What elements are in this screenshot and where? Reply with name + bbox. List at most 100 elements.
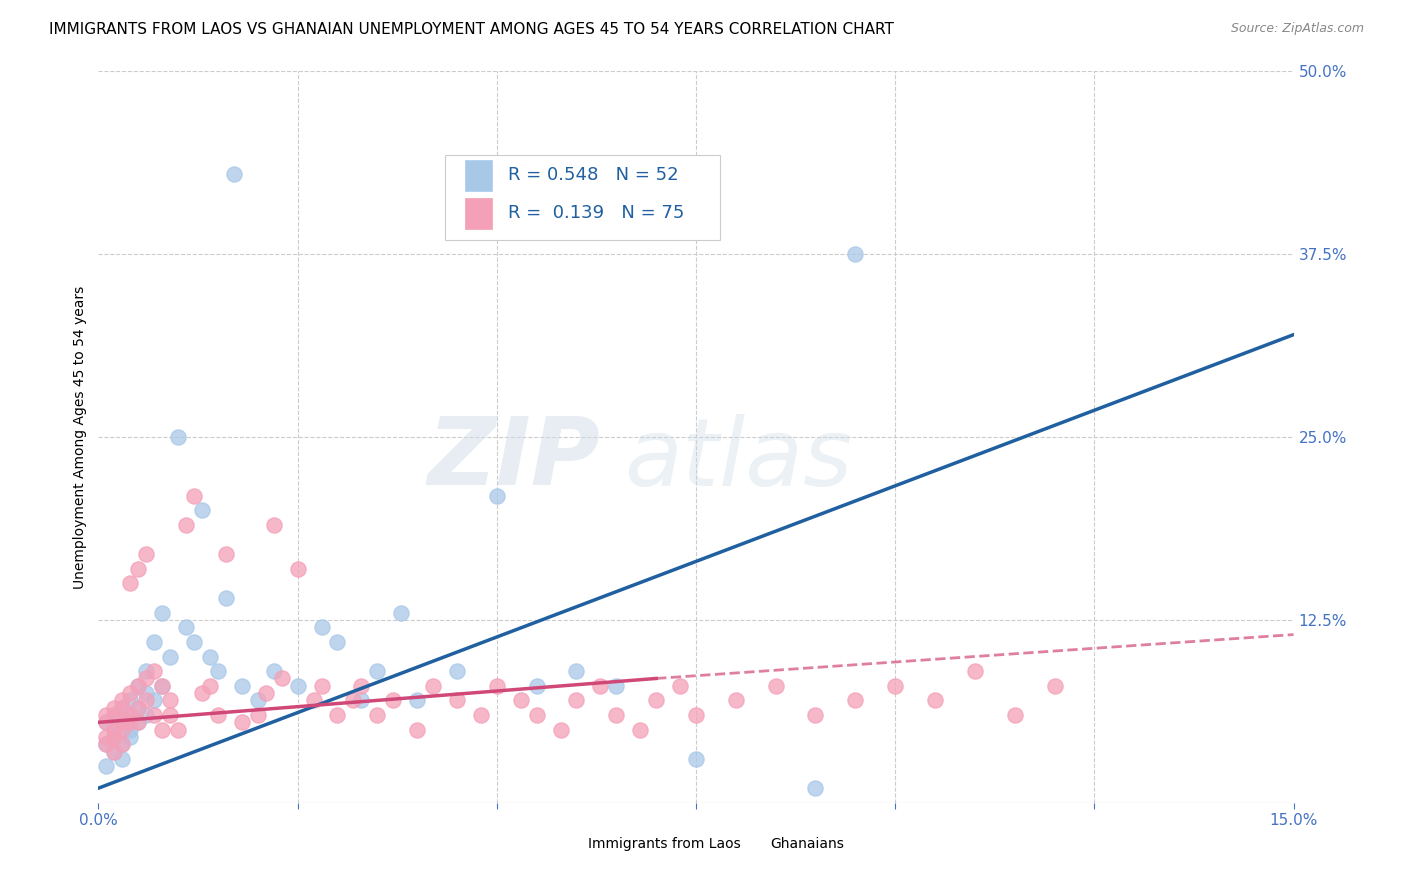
Point — [685, 752, 707, 766]
Point — [342, 693, 364, 707]
Point — [120, 723, 142, 737]
Point — [127, 562, 149, 576]
Text: R = 0.548   N = 52: R = 0.548 N = 52 — [509, 166, 679, 185]
Point — [963, 664, 986, 678]
Point — [191, 686, 214, 700]
Point — [127, 679, 149, 693]
Point — [231, 679, 253, 693]
Point — [287, 562, 309, 576]
Point — [422, 679, 444, 693]
Point — [565, 693, 588, 707]
Point — [111, 737, 134, 751]
Point — [406, 723, 429, 737]
Point — [382, 693, 405, 707]
Point — [150, 606, 173, 620]
Text: IMMIGRANTS FROM LAOS VS GHANAIAN UNEMPLOYMENT AMONG AGES 45 TO 54 YEARS CORRELAT: IMMIGRANTS FROM LAOS VS GHANAIAN UNEMPLO… — [49, 22, 894, 37]
Y-axis label: Unemployment Among Ages 45 to 54 years: Unemployment Among Ages 45 to 54 years — [73, 285, 87, 589]
Point — [389, 606, 412, 620]
Point — [96, 737, 118, 751]
Point — [350, 679, 373, 693]
Point — [159, 649, 181, 664]
Text: atlas: atlas — [624, 414, 852, 505]
Point — [311, 620, 333, 634]
Text: Ghanaians: Ghanaians — [770, 838, 844, 852]
Point — [150, 679, 173, 693]
Point — [287, 679, 309, 693]
Point — [143, 664, 166, 678]
Point — [685, 708, 707, 723]
Point — [605, 679, 627, 693]
Point — [222, 167, 245, 181]
Point — [485, 679, 508, 693]
Point — [103, 730, 125, 744]
Point — [103, 745, 125, 759]
Point — [135, 708, 157, 723]
Point — [645, 693, 668, 707]
Point — [103, 708, 125, 723]
Point — [246, 693, 269, 707]
Point — [526, 708, 548, 723]
Point — [231, 715, 253, 730]
Point — [103, 745, 125, 759]
Point — [884, 679, 907, 693]
Point — [167, 723, 190, 737]
Point — [135, 693, 157, 707]
Point — [526, 679, 548, 693]
Point — [96, 715, 118, 730]
Point — [198, 679, 221, 693]
Point — [103, 708, 125, 723]
Point — [135, 672, 157, 686]
Point — [174, 620, 197, 634]
Point — [207, 664, 229, 678]
Point — [103, 723, 125, 737]
Point — [120, 576, 142, 591]
Point — [350, 693, 373, 707]
Point — [111, 723, 134, 737]
Point — [111, 700, 134, 714]
Point — [103, 700, 125, 714]
Point — [326, 635, 349, 649]
Point — [804, 781, 827, 796]
Point — [143, 693, 166, 707]
Point — [366, 708, 388, 723]
Point — [302, 693, 325, 707]
Point — [406, 693, 429, 707]
Point — [924, 693, 946, 707]
Point — [470, 708, 492, 723]
Point — [150, 679, 173, 693]
Point — [111, 752, 134, 766]
FancyBboxPatch shape — [465, 160, 492, 191]
Point — [111, 700, 134, 714]
Point — [263, 517, 285, 532]
Point — [103, 723, 125, 737]
Text: Immigrants from Laos: Immigrants from Laos — [589, 838, 741, 852]
FancyBboxPatch shape — [553, 833, 579, 855]
Point — [143, 708, 166, 723]
Point — [135, 664, 157, 678]
Point — [103, 730, 125, 744]
Point — [159, 693, 181, 707]
Point — [135, 686, 157, 700]
Point — [669, 679, 692, 693]
Point — [120, 686, 142, 700]
Point — [127, 715, 149, 730]
Point — [183, 489, 205, 503]
Point — [159, 708, 181, 723]
Point — [1004, 708, 1026, 723]
Point — [150, 723, 173, 737]
FancyBboxPatch shape — [446, 155, 720, 240]
Point — [96, 708, 118, 723]
Point — [120, 708, 142, 723]
Point — [127, 700, 149, 714]
Point — [143, 635, 166, 649]
Point — [120, 708, 142, 723]
Point — [111, 693, 134, 707]
Text: ZIP: ZIP — [427, 413, 600, 505]
Point — [135, 547, 157, 561]
Point — [96, 730, 118, 744]
Point — [120, 693, 142, 707]
Point — [111, 715, 134, 730]
Point — [96, 737, 118, 751]
Point — [215, 547, 238, 561]
Point — [215, 591, 238, 605]
